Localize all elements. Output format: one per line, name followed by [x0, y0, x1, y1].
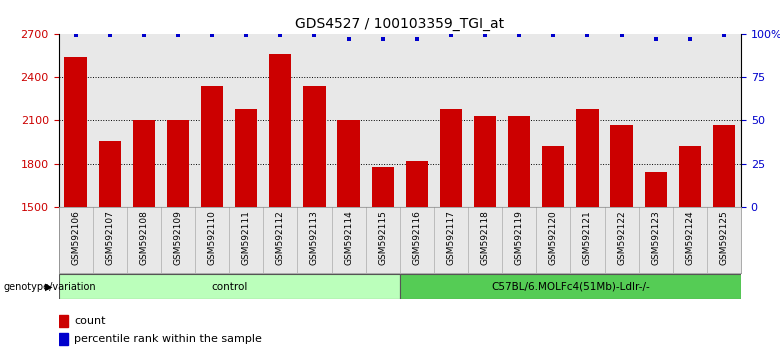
Bar: [65, 57, 87, 354]
Text: GSM592112: GSM592112: [276, 210, 285, 265]
Text: GSM592115: GSM592115: [378, 210, 387, 265]
Point: [240, 33, 253, 38]
Text: percentile rank within the sample: percentile rank within the sample: [74, 334, 262, 344]
Bar: [58, 274, 399, 299]
Text: GSM592119: GSM592119: [515, 210, 523, 265]
Point: [513, 33, 526, 38]
Point: [69, 33, 82, 38]
Point: [137, 33, 150, 38]
Bar: [338, 120, 360, 354]
Point: [547, 33, 559, 38]
Bar: [679, 147, 701, 354]
Text: GSM592121: GSM592121: [583, 210, 592, 265]
Bar: [98, 141, 121, 354]
Text: ▶: ▶: [44, 282, 52, 292]
Point: [479, 33, 491, 38]
Bar: [508, 116, 530, 354]
Text: GSM592111: GSM592111: [242, 210, 250, 265]
Point: [683, 36, 696, 42]
Bar: [406, 161, 428, 354]
Text: GSM592110: GSM592110: [207, 210, 217, 265]
Point: [445, 33, 457, 38]
Text: C57BL/6.MOLFc4(51Mb)-Ldlr-/-: C57BL/6.MOLFc4(51Mb)-Ldlr-/-: [491, 282, 650, 292]
Text: GSM592122: GSM592122: [617, 210, 626, 265]
Bar: [133, 120, 155, 354]
Point: [104, 33, 116, 38]
Point: [410, 36, 423, 42]
Bar: [167, 120, 189, 354]
Title: GDS4527 / 100103359_TGI_at: GDS4527 / 100103359_TGI_at: [295, 17, 505, 31]
Text: GSM592118: GSM592118: [480, 210, 490, 265]
Text: GSM592109: GSM592109: [173, 210, 183, 265]
Text: genotype/variation: genotype/variation: [4, 282, 97, 292]
Bar: [713, 125, 735, 354]
Text: GSM592116: GSM592116: [413, 210, 421, 265]
Bar: [269, 54, 292, 354]
Text: GSM592107: GSM592107: [105, 210, 114, 265]
Bar: [440, 109, 462, 354]
Bar: [611, 125, 633, 354]
Text: count: count: [74, 316, 105, 326]
Bar: [644, 172, 667, 354]
Text: control: control: [211, 282, 247, 292]
Text: GSM592113: GSM592113: [310, 210, 319, 265]
Text: GSM592123: GSM592123: [651, 210, 660, 265]
Text: GSM592106: GSM592106: [71, 210, 80, 265]
Text: GSM592124: GSM592124: [686, 210, 694, 265]
Point: [308, 33, 321, 38]
Bar: [303, 86, 325, 354]
Bar: [371, 167, 394, 354]
Point: [650, 36, 662, 42]
Point: [172, 33, 184, 38]
Point: [718, 33, 730, 38]
Point: [377, 36, 389, 42]
Bar: [58, 333, 69, 345]
Point: [274, 33, 286, 38]
Text: GSM592114: GSM592114: [344, 210, 353, 265]
Text: GSM592125: GSM592125: [719, 210, 729, 265]
Bar: [201, 86, 223, 354]
Text: GSM592117: GSM592117: [446, 210, 456, 265]
Text: GSM592108: GSM592108: [140, 210, 148, 265]
Point: [615, 33, 628, 38]
Bar: [474, 116, 496, 354]
Bar: [399, 274, 741, 299]
Bar: [542, 147, 565, 354]
Point: [342, 36, 355, 42]
Bar: [235, 109, 257, 354]
Text: GSM592120: GSM592120: [549, 210, 558, 265]
Bar: [576, 109, 598, 354]
Point: [581, 33, 594, 38]
Bar: [58, 315, 69, 327]
Point: [206, 33, 218, 38]
